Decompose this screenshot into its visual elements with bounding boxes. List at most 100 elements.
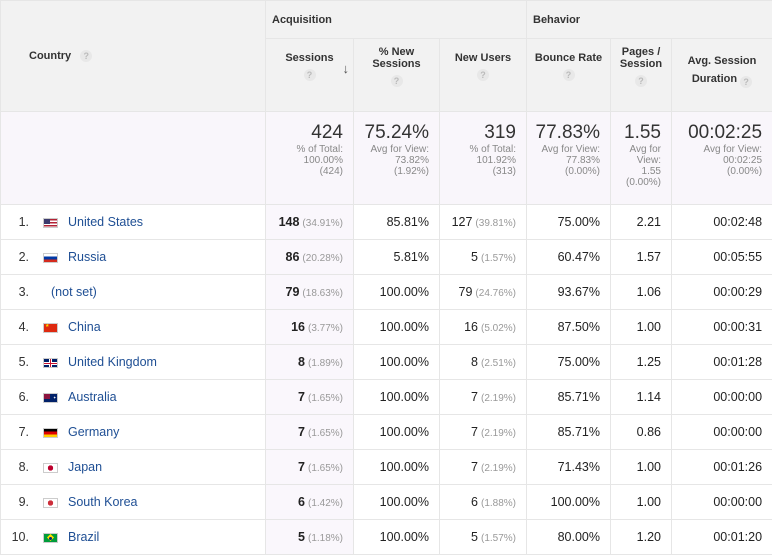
bounce-rate-cell: 85.71% — [527, 380, 611, 415]
new-users-pct: (1.57%) — [481, 533, 516, 544]
new-users-pct: (1.57%) — [481, 253, 516, 264]
country-header-label: Country — [29, 50, 71, 62]
sessions-pct: (1.89%) — [308, 358, 343, 369]
country-cell: 2.Russia — [1, 240, 266, 275]
total-sub: % of Total: — [440, 144, 516, 155]
sessions-cell: 8(1.89%) — [266, 345, 354, 380]
country-cell: 5. United Kingdom — [1, 345, 266, 380]
behavior-group-header: Behavior — [527, 1, 772, 39]
us-flag-icon — [43, 218, 58, 228]
bounce-rate-cell: 75.00% — [527, 205, 611, 240]
total-value: 00:02:25 — [672, 122, 762, 144]
new-users-value: 8 — [471, 355, 478, 369]
total-sub: 1.55 — [611, 166, 661, 177]
country-link[interactable]: (not set) — [51, 285, 97, 299]
pages-per-session-cell: 1.25 — [611, 345, 672, 380]
sessions-pct: (34.91%) — [302, 218, 343, 229]
help-icon[interactable]: ? — [563, 69, 575, 81]
bounce-rate-cell: 75.00% — [527, 345, 611, 380]
help-icon[interactable]: ? — [391, 75, 403, 87]
bounce-rate-column-header[interactable]: Bounce Rate ? — [527, 39, 611, 112]
pages-label-line2: Session — [611, 58, 671, 70]
new-users-cell: 7(2.19%) — [440, 450, 527, 485]
pct-new-label-line1: % New — [354, 46, 439, 58]
pages-per-session-cell: 1.57 — [611, 240, 672, 275]
total-sub: (0.00%) — [611, 177, 661, 188]
avg-duration-cell: 00:00:00 — [672, 485, 772, 520]
total-sub: (1.92%) — [354, 166, 429, 177]
total-value: 424 — [266, 122, 343, 144]
total-sub: 00:02:25 — [672, 155, 762, 166]
kr-flag-icon — [43, 498, 58, 508]
sessions-pct: (1.65%) — [308, 393, 343, 404]
avg-session-duration-column-header[interactable]: Avg. Session Duration ? — [672, 39, 772, 112]
country-link[interactable]: Germany — [68, 425, 119, 439]
totals-row: 424 % of Total: 100.00% (424) 75.24% Avg… — [1, 112, 772, 205]
new-users-value: 7 — [471, 460, 478, 474]
total-sub: (0.00%) — [672, 166, 762, 177]
country-column-header[interactable]: Country ? — [1, 1, 266, 112]
new-users-value: 127 — [452, 215, 473, 229]
sessions-value: 7(1.65%) — [298, 390, 343, 404]
gb-flag-icon — [43, 358, 58, 368]
sessions-value: 8(1.89%) — [298, 355, 343, 369]
pct-new-label-line2: Sessions — [354, 58, 439, 70]
bounce-rate-cell: 93.67% — [527, 275, 611, 310]
new-users-cell: 7(2.19%) — [440, 415, 527, 450]
bounce-rate-cell: 80.00% — [527, 520, 611, 555]
new-users-pct: (1.88%) — [481, 498, 516, 509]
country-link[interactable]: South Korea — [68, 495, 138, 509]
new-users-pct: (2.19%) — [481, 428, 516, 439]
sessions-column-header[interactable]: Sessions ? ↓ — [266, 39, 354, 112]
pct-new-sessions-column-header[interactable]: % New Sessions ? — [354, 39, 440, 112]
pct-new-sessions-cell: 100.00% — [354, 450, 440, 485]
pages-per-session-column-header[interactable]: Pages / Session ? — [611, 39, 672, 112]
help-icon[interactable]: ? — [477, 69, 489, 81]
pages-per-session-cell: 2.21 — [611, 205, 672, 240]
country-link[interactable]: United States — [68, 215, 143, 229]
country-link[interactable]: Australia — [68, 390, 117, 404]
row-index: 3. — [1, 285, 43, 299]
country-link[interactable]: Russia — [68, 250, 106, 264]
new-users-value: 7 — [471, 390, 478, 404]
total-sub: 101.92% — [440, 155, 516, 166]
avg-duration-cell: 00:00:29 — [672, 275, 772, 310]
help-icon[interactable]: ? — [304, 69, 316, 81]
pages-label-line1: Pages / — [611, 46, 671, 58]
country-link[interactable]: United Kingdom — [68, 355, 157, 369]
sort-descending-icon[interactable]: ↓ — [343, 63, 350, 75]
new-users-column-header[interactable]: New Users ? — [440, 39, 527, 112]
sessions-header-label: Sessions — [266, 52, 353, 64]
sessions-value: 7(1.65%) — [298, 425, 343, 439]
br-flag-icon — [43, 533, 58, 543]
total-sub: Avg for View: — [672, 144, 762, 155]
pages-per-session-cell: 0.86 — [611, 415, 672, 450]
totals-country-cell — [1, 112, 266, 205]
help-icon[interactable]: ? — [635, 75, 647, 87]
country-link[interactable]: China — [68, 320, 101, 334]
help-icon[interactable]: ? — [80, 50, 92, 62]
new-users-value: 7 — [471, 425, 478, 439]
sessions-cell: 7(1.65%) — [266, 415, 354, 450]
sessions-pct: (1.42%) — [308, 498, 343, 509]
new-users-value: 5 — [471, 250, 478, 264]
country-link[interactable]: Japan — [68, 460, 102, 474]
sessions-value: 79(18.63%) — [286, 285, 343, 299]
avg-duration-cell: 00:01:20 — [672, 520, 772, 555]
pct-new-sessions-cell: 100.00% — [354, 275, 440, 310]
total-sub: Avg for View: — [527, 144, 600, 155]
new-users-pct: (24.76%) — [475, 288, 516, 299]
row-index: 5. — [1, 355, 43, 369]
sessions-pct: (20.28%) — [302, 253, 343, 264]
country-link[interactable]: Brazil — [68, 530, 99, 544]
new-users-pct: (2.51%) — [481, 358, 516, 369]
pct-new-sessions-cell: 100.00% — [354, 415, 440, 450]
help-icon[interactable]: ? — [740, 76, 752, 88]
new-users-pct: (5.02%) — [481, 323, 516, 334]
country-cell: 4.★China — [1, 310, 266, 345]
